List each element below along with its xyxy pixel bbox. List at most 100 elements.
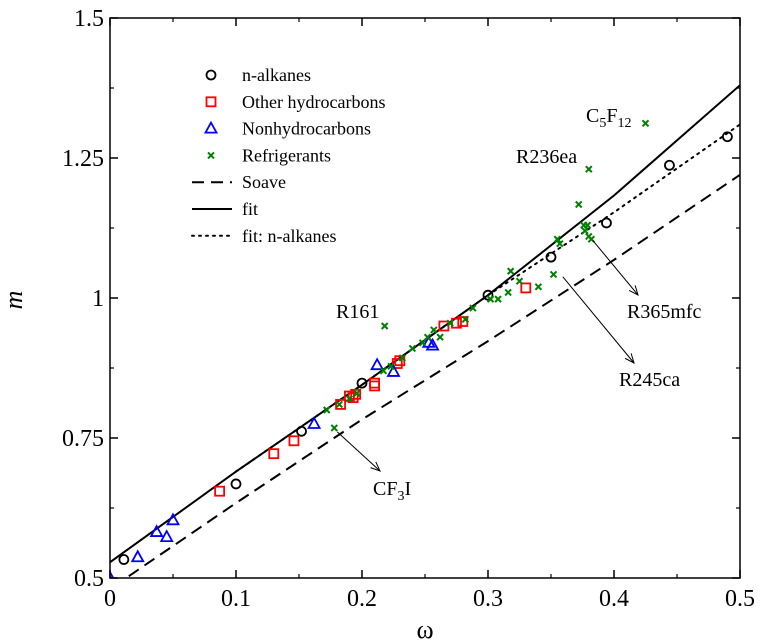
x-axis-label: ω bbox=[416, 615, 433, 643]
annotation-r236ea: R236ea bbox=[516, 146, 577, 168]
refrigerants-point bbox=[436, 333, 444, 341]
legend-label-fit-n-alkanes: fit: n-alkanes bbox=[242, 226, 336, 246]
refrigerants-point bbox=[494, 295, 502, 303]
legend-swatch-nonhydrocarbons bbox=[203, 120, 219, 134]
n-alkanes-point bbox=[722, 131, 733, 143]
n-alkanes-point bbox=[482, 289, 494, 301]
y-tick-label: 1.25 bbox=[62, 146, 104, 172]
n-alkanes-point bbox=[118, 554, 130, 565]
legend: n-alkanes Other hydrocarbons Nonhydrocarbo… bbox=[191, 65, 385, 246]
annotation-r245ca: R245ca bbox=[619, 369, 680, 391]
refrigerants-point bbox=[446, 319, 454, 327]
fit-n-alkanes-line bbox=[235, 123, 740, 473]
arrow-r245ca-head bbox=[624, 353, 635, 364]
nonhydrocarbons-point bbox=[165, 512, 181, 526]
refrigerants-point bbox=[461, 315, 470, 323]
refrigerants-point bbox=[380, 322, 389, 330]
x-tick-label: 0.5 bbox=[725, 586, 755, 612]
annotations: C5F12 R236ea R161 R365mfc R245ca CF3I bbox=[336, 105, 702, 504]
other-hydrocarbons-point bbox=[350, 388, 362, 400]
legend-swatch-refrigerants bbox=[207, 151, 215, 160]
nonhydrocarbons-point bbox=[159, 529, 174, 543]
x-tick-label: 0.2 bbox=[347, 586, 377, 612]
arrow-r245ca bbox=[562, 276, 635, 364]
refrigerants-point bbox=[583, 221, 592, 229]
refrigerants-point bbox=[430, 326, 438, 334]
n-alkanes-point bbox=[601, 217, 612, 229]
annotation-cf3i: CF3I bbox=[373, 478, 411, 504]
annotation-r365mfc: R365mfc bbox=[627, 301, 702, 323]
other-hydrocarbons-point bbox=[369, 380, 381, 392]
refrigerants-point bbox=[556, 239, 564, 248]
arrow-cf3i-head bbox=[370, 461, 381, 472]
n-alkanes-point bbox=[545, 251, 557, 263]
nonhydrocarbons-point bbox=[425, 337, 440, 351]
refrigerants-point bbox=[379, 367, 388, 375]
x-tick-label: 0.4 bbox=[599, 586, 629, 612]
n-alkanes-point bbox=[296, 425, 307, 437]
nonhydrocarbons-point bbox=[149, 524, 164, 537]
refrigerants-point bbox=[353, 389, 361, 397]
annotation-c5f12: C5F12 bbox=[586, 105, 631, 131]
refrigerants-point bbox=[345, 395, 354, 403]
legend-swatch-n-alkanes bbox=[205, 69, 217, 81]
nonhydrocarbons-point bbox=[130, 549, 145, 563]
refrigerants-point bbox=[549, 270, 558, 279]
data-points bbox=[110, 119, 733, 578]
arrow-r365mfc bbox=[592, 240, 639, 296]
refrigerants-point bbox=[330, 424, 338, 432]
refrigerants-point bbox=[506, 267, 515, 275]
other-hydrocarbons-point bbox=[451, 317, 462, 329]
legend-label-fit: fit bbox=[242, 199, 258, 219]
legend-label-n-alkanes: n-alkanes bbox=[242, 65, 311, 85]
refrigerants-point bbox=[323, 406, 331, 414]
refrigerants-point bbox=[581, 227, 589, 235]
other-hydrocarbons-point bbox=[288, 435, 300, 447]
refrigerants-point bbox=[575, 200, 583, 209]
refrigerants-point bbox=[585, 165, 593, 173]
arrow-r365mfc-shaft bbox=[592, 240, 639, 296]
other-hydrocarbons-point bbox=[520, 282, 532, 294]
other-hydrocarbons-point bbox=[335, 398, 346, 410]
nonhydrocarbons-point bbox=[386, 364, 401, 377]
refrigerants-point bbox=[387, 362, 395, 371]
fit-lines bbox=[110, 84, 740, 578]
other-hydrocarbons-point bbox=[214, 485, 226, 497]
refrigerants-point bbox=[486, 295, 495, 303]
y-tick-label: 0.5 bbox=[74, 566, 104, 592]
x-tick-label: 0 bbox=[104, 586, 116, 612]
refrigerants-point bbox=[398, 354, 407, 362]
arrow-r365mfc-head bbox=[628, 285, 639, 296]
refrigerants-point bbox=[335, 400, 344, 409]
arrow-r245ca-shaft bbox=[562, 276, 635, 364]
refrigerants-point bbox=[469, 304, 477, 312]
refrigerants-point bbox=[418, 339, 427, 347]
refrigerants-point bbox=[408, 344, 417, 353]
legend-label-nonhydrocarbons: Nonhydrocarbons bbox=[242, 119, 371, 139]
refrigerants-point bbox=[641, 119, 650, 127]
refrigerants-point bbox=[504, 288, 512, 297]
legend-label-refrigerants: Refrigerants bbox=[242, 145, 331, 165]
fit-line bbox=[110, 84, 740, 564]
arrow-cf3i-shaft bbox=[336, 431, 381, 472]
refrigerants-point bbox=[534, 283, 543, 291]
y-tick-label: 1 bbox=[92, 286, 104, 312]
annotation-r161: R161 bbox=[336, 301, 379, 323]
nonhydrocarbons-point bbox=[370, 357, 385, 371]
y-axis-label: m bbox=[0, 291, 28, 310]
legend-label-soave: Soave bbox=[242, 172, 286, 192]
x-tick-label: 0.1 bbox=[221, 586, 251, 612]
nonhydrocarbons-point bbox=[307, 416, 322, 429]
x-axis: 0 0.1 0.2 0.3 0.4 0.5 bbox=[104, 18, 755, 612]
y-tick-label: 0.75 bbox=[62, 426, 104, 452]
legend-label-other-hydrocarbons: Other hydrocarbons bbox=[242, 92, 385, 112]
n-alkanes-point bbox=[230, 478, 242, 490]
refrigerants-point bbox=[515, 277, 524, 285]
other-hydrocarbons-point bbox=[369, 377, 381, 389]
refrigerants-point bbox=[553, 235, 562, 243]
refrigerants-point bbox=[423, 333, 432, 341]
legend-swatch-other-hydrocarbons bbox=[205, 96, 217, 108]
other-hydrocarbons-point bbox=[268, 448, 280, 460]
soave-line bbox=[124, 173, 740, 578]
